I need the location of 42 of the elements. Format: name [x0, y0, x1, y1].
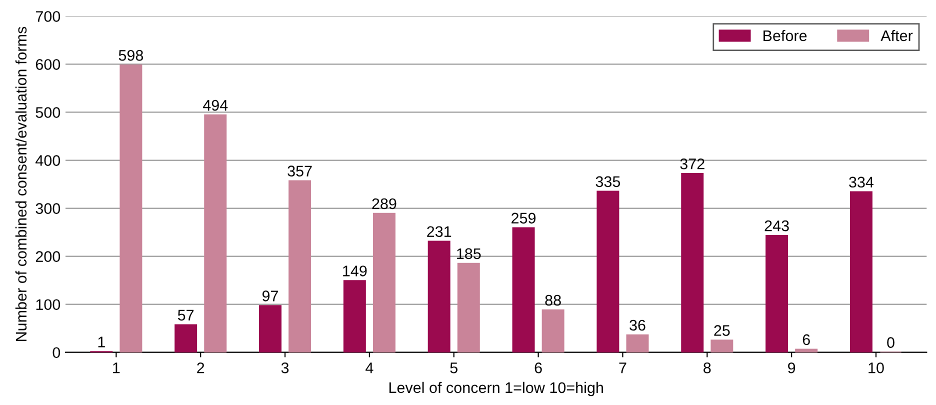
- x-tick-label: 4: [366, 362, 374, 374]
- x-tick-label: 2: [197, 362, 204, 374]
- x-tick-label: 9: [788, 362, 796, 374]
- x-tick-label: 10: [868, 362, 884, 374]
- y-axis-title: Number of combined consent/evaluation forms: [15, 26, 27, 341]
- x-tick-label: 6: [534, 362, 542, 374]
- data-label: 335: [596, 176, 620, 188]
- data-label: 6: [802, 334, 810, 346]
- x-tick-label: 7: [619, 362, 626, 374]
- data-label: 243: [764, 220, 789, 232]
- data-label: 0: [887, 337, 894, 348]
- data-label: 357: [288, 166, 312, 177]
- x-axis-title: Level of concern 1=low 10=high: [389, 382, 603, 396]
- data-label: 25: [714, 325, 730, 336]
- data-label: 88: [545, 294, 561, 306]
- data-label: 97: [262, 290, 278, 302]
- data-label: 36: [630, 320, 646, 331]
- y-tick-label: 400: [36, 155, 60, 166]
- y-tick-label: 100: [36, 299, 60, 310]
- data-label: 334: [849, 176, 874, 188]
- data-label: 231: [427, 226, 452, 238]
- y-tick-label: 500: [36, 107, 60, 118]
- y-tick-label: 700: [36, 11, 60, 22]
- data-label: 57: [178, 310, 194, 321]
- legend-label: Before: [764, 30, 807, 42]
- y-tick-label: 0: [52, 347, 60, 358]
- x-tick-label: 5: [450, 362, 458, 374]
- data-label: 598: [118, 50, 144, 61]
- data-label: 372: [680, 158, 704, 170]
- data-label: 289: [372, 198, 396, 210]
- x-tick-label: 3: [281, 362, 289, 374]
- x-tick-label: 1: [113, 362, 120, 374]
- data-label: 1: [98, 336, 105, 348]
- y-tick-label: 300: [36, 203, 60, 214]
- data-label: 494: [202, 100, 228, 111]
- data-label: 149: [343, 266, 367, 276]
- y-tick-label: 600: [36, 59, 60, 70]
- data-label: 259: [512, 212, 536, 224]
- y-tick-label: 200: [36, 251, 60, 262]
- data-label: 185: [457, 248, 481, 260]
- legend-label: After: [880, 30, 913, 42]
- x-tick-label: 8: [704, 362, 711, 374]
